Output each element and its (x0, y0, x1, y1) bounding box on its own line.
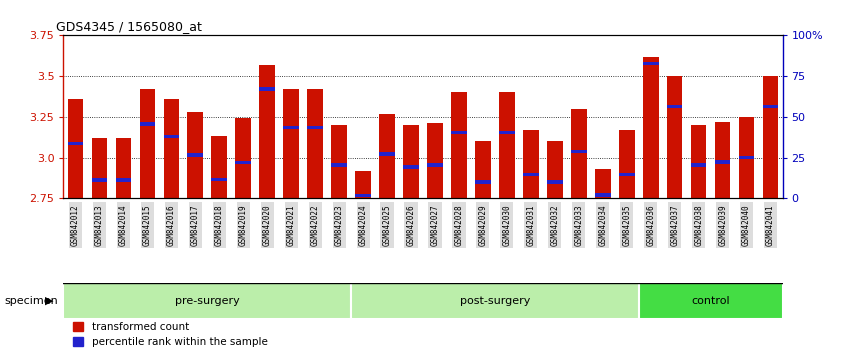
Bar (427, 123, 442, 198)
Text: post-surgery: post-surgery (459, 296, 530, 306)
Bar (499, 92, 514, 198)
Bar (499, 131, 514, 135)
Bar (523, 130, 539, 198)
Text: specimen: specimen (4, 296, 58, 306)
Text: pre-surgery: pre-surgery (175, 296, 239, 306)
Bar (355, 194, 371, 197)
Bar (691, 125, 706, 198)
Bar (547, 181, 563, 184)
Bar (307, 89, 323, 198)
Bar (91, 138, 107, 198)
Bar (212, 136, 227, 198)
Bar (475, 141, 491, 198)
Bar (188, 153, 203, 157)
Bar (451, 92, 467, 198)
Bar (619, 172, 634, 176)
Bar (116, 178, 131, 182)
Text: control: control (691, 296, 730, 306)
Bar (332, 164, 347, 167)
Bar (163, 135, 179, 138)
Bar (283, 89, 299, 198)
Bar (619, 130, 634, 198)
Bar (212, 178, 227, 182)
Bar (351, 283, 639, 319)
Bar (475, 181, 491, 184)
Bar (68, 142, 83, 145)
Bar (379, 114, 395, 198)
Bar (63, 283, 351, 319)
Bar (451, 131, 467, 135)
Text: GDS4345 / 1565080_at: GDS4345 / 1565080_at (56, 20, 202, 33)
Bar (235, 119, 251, 198)
Bar (763, 76, 778, 198)
Bar (404, 165, 419, 169)
Bar (643, 62, 658, 65)
Bar (739, 156, 755, 159)
Bar (571, 109, 586, 198)
Bar (163, 99, 179, 198)
Bar (763, 105, 778, 108)
Bar (523, 172, 539, 176)
Bar (715, 160, 730, 164)
Bar (116, 138, 131, 198)
Bar (643, 57, 658, 198)
Bar (595, 193, 611, 196)
Legend: transformed count, percentile rank within the sample: transformed count, percentile rank withi… (69, 318, 272, 351)
Bar (307, 126, 323, 129)
Bar (595, 169, 611, 198)
Bar (355, 171, 371, 198)
Bar (140, 122, 155, 126)
Bar (260, 87, 275, 91)
Bar (188, 112, 203, 198)
Bar (739, 117, 755, 198)
Bar (715, 122, 730, 198)
Bar (332, 125, 347, 198)
Bar (404, 125, 419, 198)
Bar (68, 99, 83, 198)
Bar (691, 164, 706, 167)
Bar (427, 164, 442, 167)
Bar (283, 126, 299, 129)
Bar (91, 178, 107, 182)
Text: ▶: ▶ (45, 296, 53, 306)
Bar (639, 283, 783, 319)
Bar (379, 153, 395, 156)
Bar (260, 65, 275, 198)
Bar (667, 105, 683, 108)
Bar (235, 161, 251, 164)
Bar (667, 76, 683, 198)
Bar (140, 89, 155, 198)
Bar (547, 141, 563, 198)
Bar (571, 150, 586, 154)
